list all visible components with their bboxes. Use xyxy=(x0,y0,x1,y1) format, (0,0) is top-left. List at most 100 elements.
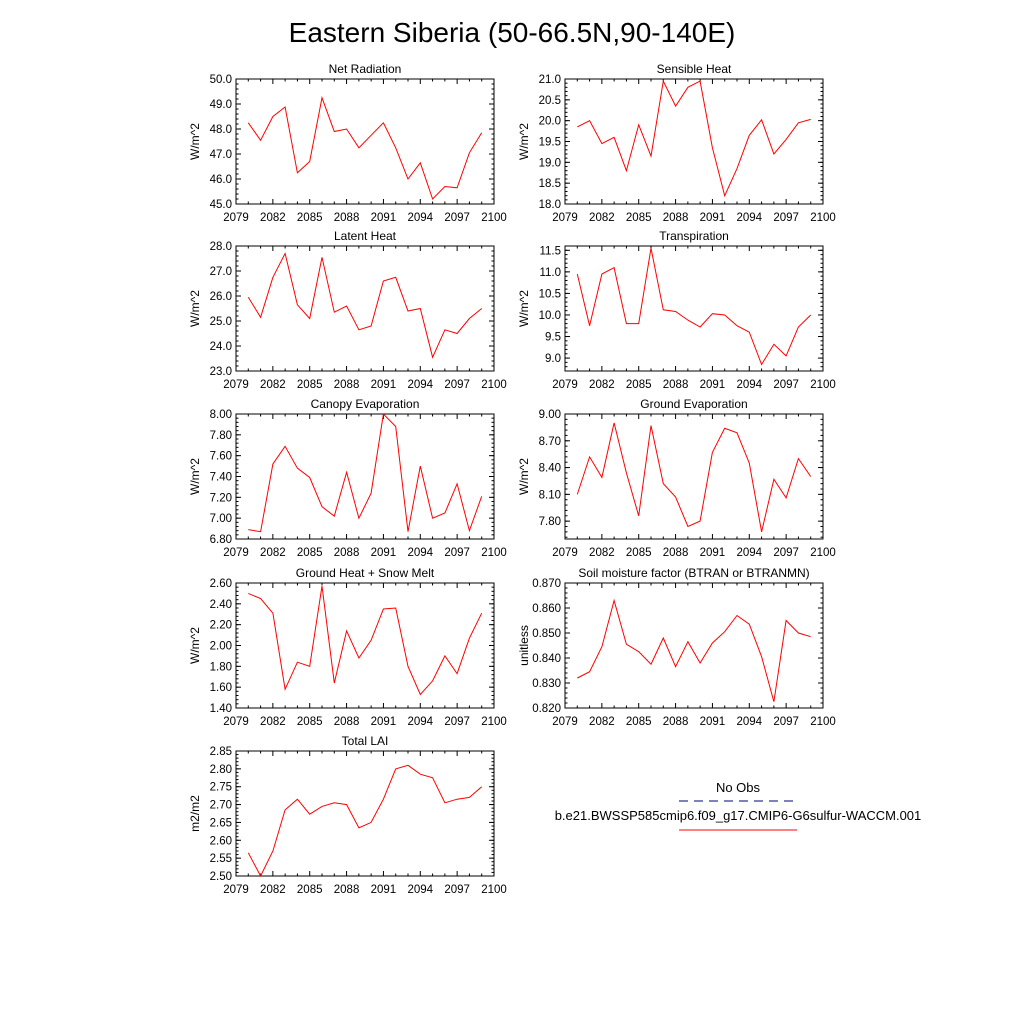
plot-frame xyxy=(235,245,495,372)
x-tick-label: 2085 xyxy=(297,716,323,728)
y-axis-label: W/m^2 xyxy=(188,290,202,327)
x-tick-label: 2085 xyxy=(297,212,323,224)
x-tick-label: 2097 xyxy=(444,716,470,728)
x-tick-label: 2097 xyxy=(444,379,470,391)
x-tick-label: 2088 xyxy=(663,212,689,224)
y-axis-label: W/m^2 xyxy=(188,458,202,495)
panel-title: Soil moisture factor (BTRAN or BTRANMN) xyxy=(578,566,809,580)
series-line xyxy=(576,248,812,366)
panel-title: Transpiration xyxy=(659,229,729,243)
y-tick-label: 8.00 xyxy=(210,409,232,421)
x-tick-label: 2088 xyxy=(334,379,360,391)
panel-1: Sensible Heat W/m^2 2079 2082 2085 2088 2091 20… xyxy=(517,62,836,224)
y-tick-label: 10.5 xyxy=(539,288,561,300)
y-axis-label: W/m^2 xyxy=(517,290,531,327)
y-tick-label: 0.840 xyxy=(532,653,561,665)
y-tick-label: 1.60 xyxy=(210,682,232,694)
y-tick-label: 2.70 xyxy=(210,800,232,812)
x-tick-label: 2079 xyxy=(223,716,249,728)
x-tick-label: 2079 xyxy=(223,379,249,391)
x-tick-label: 2094 xyxy=(736,212,762,224)
x-tick-label: 2079 xyxy=(552,379,578,391)
x-tick-label: 2082 xyxy=(260,212,286,224)
plot-frame xyxy=(235,582,495,709)
x-tick-label: 2100 xyxy=(810,379,836,391)
y-tick-label: 7.80 xyxy=(210,430,232,442)
x-tick-label: 2088 xyxy=(663,716,689,728)
y-tick-label: 26.0 xyxy=(210,291,232,303)
x-tick-label: 2091 xyxy=(371,212,397,224)
x-tick-label: 2079 xyxy=(552,212,578,224)
plot-frame xyxy=(235,750,495,877)
y-tick-label: 7.00 xyxy=(210,513,232,525)
y-tick-label: 48.0 xyxy=(210,124,232,136)
y-tick-label: 50.0 xyxy=(210,74,232,86)
y-tick-label: 1.80 xyxy=(210,661,232,673)
series-line xyxy=(248,412,483,533)
y-tick-label: 2.00 xyxy=(210,641,232,653)
x-tick-label: 2097 xyxy=(444,884,470,896)
x-tick-label: 2100 xyxy=(481,547,507,559)
y-tick-label: 2.55 xyxy=(210,853,232,865)
x-tick-label: 2097 xyxy=(444,212,470,224)
y-tick-label: 20.5 xyxy=(539,95,561,107)
x-tick-label: 2085 xyxy=(626,547,652,559)
x-tick-label: 2091 xyxy=(371,884,397,896)
x-tick-label: 2088 xyxy=(663,379,689,391)
y-axis-label: W/m^2 xyxy=(517,123,531,160)
y-tick-label: 8.70 xyxy=(539,436,561,448)
x-tick-label: 2082 xyxy=(260,884,286,896)
x-tick-label: 2094 xyxy=(736,547,762,559)
panel-7: Soil moisture factor (BTRAN or BTRANMN) u… xyxy=(517,566,836,728)
x-tick-label: 2079 xyxy=(223,212,249,224)
x-tick-label: 2085 xyxy=(297,379,323,391)
y-axis-label: unitless xyxy=(517,625,531,666)
y-tick-label: 11.5 xyxy=(539,245,561,257)
x-tick-label: 2097 xyxy=(444,547,470,559)
y-tick-label: 27.0 xyxy=(210,266,232,278)
y-tick-label: 8.40 xyxy=(539,463,561,475)
y-tick-label: 28.0 xyxy=(210,241,232,253)
y-tick-label: 2.40 xyxy=(210,599,232,611)
x-tick-label: 2088 xyxy=(663,547,689,559)
panel-0: Net Radiation W/m^2 2079 2082 2085 2088 2091 20… xyxy=(188,62,507,224)
x-tick-label: 2085 xyxy=(626,716,652,728)
y-tick-label: 9.0 xyxy=(545,353,561,365)
x-tick-label: 2082 xyxy=(589,547,615,559)
panel-4: Canopy Evaporation W/m^2 2079 2082 2085 2088 2… xyxy=(188,397,507,559)
panel-title: Latent Heat xyxy=(334,229,397,243)
x-tick-label: 2085 xyxy=(297,884,323,896)
panel-title: Net Radiation xyxy=(329,62,402,76)
x-tick-label: 2085 xyxy=(626,212,652,224)
x-tick-label: 2082 xyxy=(589,716,615,728)
y-tick-label: 7.20 xyxy=(210,492,232,504)
x-tick-label: 2091 xyxy=(371,547,397,559)
x-tick-label: 2094 xyxy=(736,716,762,728)
y-tick-label: 18.5 xyxy=(539,178,561,190)
x-tick-label: 2091 xyxy=(700,212,726,224)
series-line xyxy=(576,422,812,533)
y-tick-label: 7.40 xyxy=(210,472,232,484)
y-axis-label: W/m^2 xyxy=(517,458,531,495)
x-tick-label: 2091 xyxy=(371,716,397,728)
x-tick-label: 2094 xyxy=(736,379,762,391)
x-tick-label: 2094 xyxy=(407,379,433,391)
x-tick-label: 2079 xyxy=(223,884,249,896)
x-tick-label: 2079 xyxy=(552,716,578,728)
panel-8: Total LAI m2/m2 2079 2082 2085 2088 2091 2094 20… xyxy=(188,734,507,896)
series-line xyxy=(577,79,811,198)
panel-title: Ground Evaporation xyxy=(640,397,747,411)
y-tick-label: 2.50 xyxy=(210,871,232,883)
panel-title: Ground Heat + Snow Melt xyxy=(296,566,435,580)
y-tick-label: 7.80 xyxy=(539,516,561,528)
x-tick-label: 2094 xyxy=(407,716,433,728)
y-axis-label: W/m^2 xyxy=(188,123,202,160)
y-tick-label: 23.0 xyxy=(210,366,232,378)
y-tick-label: 18.0 xyxy=(539,199,561,211)
y-tick-label: 47.0 xyxy=(210,149,232,161)
series-line xyxy=(247,252,483,359)
y-tick-label: 1.40 xyxy=(210,703,232,715)
x-tick-label: 2100 xyxy=(810,716,836,728)
x-tick-label: 2100 xyxy=(481,379,507,391)
